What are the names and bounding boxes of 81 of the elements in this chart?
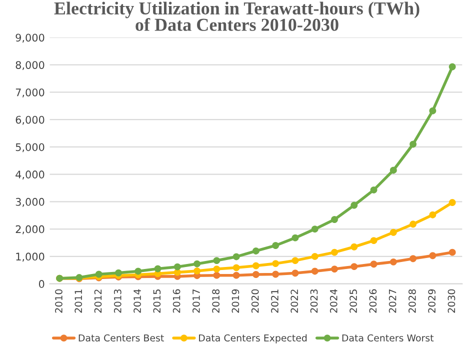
x-tick-label: 2028 <box>408 289 416 313</box>
point <box>390 228 397 236</box>
point <box>232 253 240 260</box>
point <box>213 257 220 264</box>
point <box>95 270 102 278</box>
point <box>252 271 260 278</box>
x-tick-label: 2019 <box>232 289 240 313</box>
point <box>272 260 280 268</box>
x-tick-label: 2023 <box>310 289 318 313</box>
legend-label: Data Centers Expected <box>199 334 307 344</box>
x-tick-label: 2010 <box>55 289 62 313</box>
point <box>331 266 338 273</box>
chart-title: Electricity Utilization in Terawatt-hours (TWh) of Data Centers 2010-2030 <box>54 2 420 31</box>
point <box>232 272 240 279</box>
point <box>410 220 417 228</box>
x-tick-label: 2018 <box>212 289 220 313</box>
point <box>194 260 201 268</box>
point <box>115 269 122 276</box>
point <box>134 268 142 275</box>
point <box>194 267 201 274</box>
point <box>390 258 397 266</box>
y-tick-label: 0 <box>38 280 44 288</box>
x-tick-label: 2027 <box>388 290 396 313</box>
point <box>350 243 358 250</box>
x-tick-label: 2012 <box>94 290 102 313</box>
point <box>370 237 378 244</box>
x-tick-label: 2020 <box>251 289 259 313</box>
point <box>174 263 181 270</box>
y-tick-label: 7,000 <box>16 88 44 98</box>
point <box>311 252 318 260</box>
point <box>410 140 417 148</box>
point <box>252 248 260 254</box>
point <box>331 248 338 256</box>
point <box>252 262 260 270</box>
y-tick-label: 9,000 <box>16 34 44 43</box>
y-tick-label: 1,000 <box>16 252 44 262</box>
point <box>272 270 280 278</box>
point <box>213 266 220 273</box>
point <box>311 226 318 233</box>
x-tick-label: 2017 <box>192 290 200 313</box>
point <box>350 263 358 270</box>
point <box>311 268 318 275</box>
point <box>232 264 240 272</box>
point <box>448 63 456 70</box>
point <box>370 260 378 268</box>
point <box>292 257 299 264</box>
y-tick-label: 4,000 <box>16 170 44 180</box>
y-tick-label: 5,000 <box>16 143 44 152</box>
point <box>292 270 299 277</box>
x-tick-label: 2016 <box>172 289 180 313</box>
point <box>292 234 299 242</box>
point <box>370 186 378 194</box>
legend-label: Data Centers Best <box>78 334 164 342</box>
y-tick-label: 8,000 <box>16 61 44 70</box>
x-tick-label: 2022 <box>290 290 298 313</box>
point <box>448 248 456 256</box>
x-tick-label: 2013 <box>114 289 122 313</box>
y-tick-label: 2,000 <box>16 225 44 234</box>
x-tick-label: 2029 <box>428 289 436 313</box>
x-tick-label: 2015 <box>153 290 161 313</box>
point <box>429 211 436 218</box>
point <box>429 107 436 114</box>
x-tick-label: 2025 <box>350 290 357 313</box>
x-tick-label: 2030 <box>448 289 456 313</box>
point <box>154 265 162 272</box>
y-tick-label: 3,000 <box>16 198 44 207</box>
point <box>272 242 280 249</box>
x-tick-label: 2026 <box>369 289 377 313</box>
point <box>350 202 358 209</box>
point <box>390 166 397 174</box>
x-tick-label: 2021 <box>271 290 278 313</box>
point <box>410 255 417 262</box>
point <box>331 216 338 223</box>
x-tick-label: 2014 <box>134 289 141 313</box>
x-tick-label: 2011 <box>74 290 82 313</box>
legend-label: Data Centers Worst <box>342 334 434 342</box>
point <box>213 272 220 279</box>
x-tick-label: 2024 <box>330 289 338 313</box>
y-tick-label: 6,000 <box>16 116 44 125</box>
point <box>448 199 456 206</box>
point <box>429 252 436 260</box>
